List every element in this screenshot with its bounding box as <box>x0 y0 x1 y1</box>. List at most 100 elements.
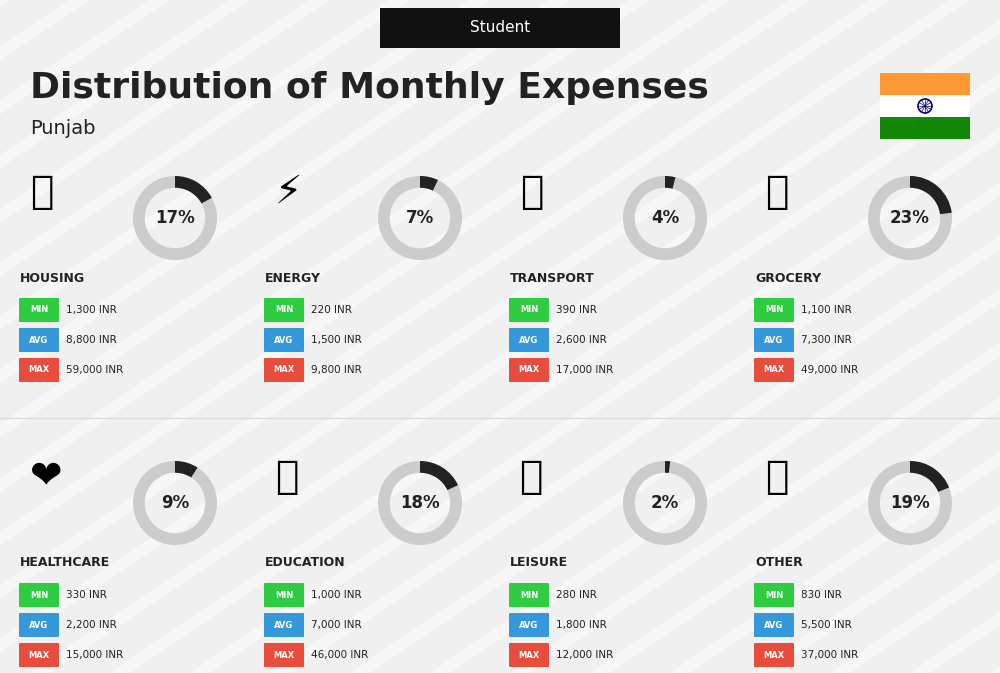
Text: Distribution of Monthly Expenses: Distribution of Monthly Expenses <box>30 71 709 105</box>
Text: 17,000 INR: 17,000 INR <box>556 365 613 375</box>
Wedge shape <box>665 461 670 473</box>
Wedge shape <box>910 176 952 214</box>
Text: 1,000 INR: 1,000 INR <box>311 590 362 600</box>
Text: MIN: MIN <box>275 590 293 600</box>
FancyBboxPatch shape <box>509 358 549 382</box>
Text: AVG: AVG <box>29 621 49 629</box>
Text: 1,800 INR: 1,800 INR <box>556 620 607 630</box>
Text: 2,200 INR: 2,200 INR <box>66 620 117 630</box>
Text: MIN: MIN <box>520 306 538 314</box>
Wedge shape <box>623 461 707 545</box>
Text: 2%: 2% <box>651 494 679 512</box>
Text: 220 INR: 220 INR <box>311 305 352 315</box>
Wedge shape <box>868 176 952 260</box>
Text: MAX: MAX <box>273 365 295 374</box>
FancyBboxPatch shape <box>19 298 59 322</box>
Text: MAX: MAX <box>518 365 540 374</box>
Wedge shape <box>378 176 462 260</box>
Text: ENERGY: ENERGY <box>265 271 321 285</box>
Text: 830 INR: 830 INR <box>801 590 842 600</box>
Text: MIN: MIN <box>30 590 48 600</box>
Text: 4%: 4% <box>651 209 679 227</box>
FancyBboxPatch shape <box>509 583 549 607</box>
Text: 🚌: 🚌 <box>520 173 543 211</box>
Text: 5,500 INR: 5,500 INR <box>801 620 852 630</box>
Text: HOUSING: HOUSING <box>20 271 85 285</box>
FancyBboxPatch shape <box>380 8 620 48</box>
Text: AVG: AVG <box>274 621 294 629</box>
Text: 1,300 INR: 1,300 INR <box>66 305 117 315</box>
FancyBboxPatch shape <box>509 298 549 322</box>
Text: 9,800 INR: 9,800 INR <box>311 365 362 375</box>
Wedge shape <box>665 176 675 188</box>
FancyBboxPatch shape <box>754 643 794 667</box>
Text: MIN: MIN <box>765 306 783 314</box>
Text: 2,600 INR: 2,600 INR <box>556 335 607 345</box>
Text: AVG: AVG <box>29 336 49 345</box>
Text: 8,800 INR: 8,800 INR <box>66 335 117 345</box>
Text: 🛒: 🛒 <box>765 173 788 211</box>
Text: 1,100 INR: 1,100 INR <box>801 305 852 315</box>
Text: Student: Student <box>470 20 530 36</box>
Text: AVG: AVG <box>764 621 784 629</box>
Text: 7,300 INR: 7,300 INR <box>801 335 852 345</box>
Text: 🎓: 🎓 <box>275 458 298 496</box>
Text: 1,500 INR: 1,500 INR <box>311 335 362 345</box>
FancyBboxPatch shape <box>880 95 970 117</box>
Wedge shape <box>420 461 458 490</box>
Text: 59,000 INR: 59,000 INR <box>66 365 123 375</box>
Wedge shape <box>868 461 952 545</box>
FancyBboxPatch shape <box>880 73 970 95</box>
FancyBboxPatch shape <box>264 298 304 322</box>
Wedge shape <box>378 461 462 545</box>
Text: 15,000 INR: 15,000 INR <box>66 650 123 660</box>
FancyBboxPatch shape <box>754 298 794 322</box>
Wedge shape <box>175 176 212 203</box>
FancyBboxPatch shape <box>264 643 304 667</box>
Text: OTHER: OTHER <box>755 557 803 569</box>
FancyBboxPatch shape <box>264 328 304 352</box>
Text: 37,000 INR: 37,000 INR <box>801 650 858 660</box>
Text: AVG: AVG <box>519 621 539 629</box>
Text: HEALTHCARE: HEALTHCARE <box>20 557 110 569</box>
Text: 17%: 17% <box>155 209 195 227</box>
Text: EDUCATION: EDUCATION <box>265 557 346 569</box>
FancyBboxPatch shape <box>754 583 794 607</box>
Text: MAX: MAX <box>28 365 50 374</box>
FancyBboxPatch shape <box>19 643 59 667</box>
Text: MIN: MIN <box>520 590 538 600</box>
Text: MAX: MAX <box>763 365 785 374</box>
FancyBboxPatch shape <box>754 358 794 382</box>
Text: 7,000 INR: 7,000 INR <box>311 620 362 630</box>
Text: ❤️: ❤️ <box>30 458 63 496</box>
Text: 9%: 9% <box>161 494 189 512</box>
FancyBboxPatch shape <box>19 583 59 607</box>
FancyBboxPatch shape <box>509 328 549 352</box>
Wedge shape <box>420 176 438 190</box>
Text: 280 INR: 280 INR <box>556 590 597 600</box>
Text: MAX: MAX <box>273 651 295 660</box>
Text: GROCERY: GROCERY <box>755 271 821 285</box>
Text: 7%: 7% <box>406 209 434 227</box>
Text: AVG: AVG <box>519 336 539 345</box>
FancyBboxPatch shape <box>754 613 794 637</box>
Wedge shape <box>623 176 707 260</box>
Wedge shape <box>133 176 217 260</box>
Text: 🏢: 🏢 <box>30 173 53 211</box>
Text: Punjab: Punjab <box>30 118 96 137</box>
FancyBboxPatch shape <box>264 583 304 607</box>
Text: LEISURE: LEISURE <box>510 557 568 569</box>
FancyBboxPatch shape <box>509 613 549 637</box>
FancyBboxPatch shape <box>19 358 59 382</box>
Text: MIN: MIN <box>275 306 293 314</box>
Text: 12,000 INR: 12,000 INR <box>556 650 613 660</box>
Text: MAX: MAX <box>28 651 50 660</box>
Text: MIN: MIN <box>30 306 48 314</box>
Text: 💰: 💰 <box>765 458 788 496</box>
FancyBboxPatch shape <box>19 613 59 637</box>
Text: ⚡: ⚡ <box>275 173 302 211</box>
FancyBboxPatch shape <box>880 117 970 139</box>
Text: AVG: AVG <box>764 336 784 345</box>
Text: 18%: 18% <box>400 494 440 512</box>
Text: 23%: 23% <box>890 209 930 227</box>
